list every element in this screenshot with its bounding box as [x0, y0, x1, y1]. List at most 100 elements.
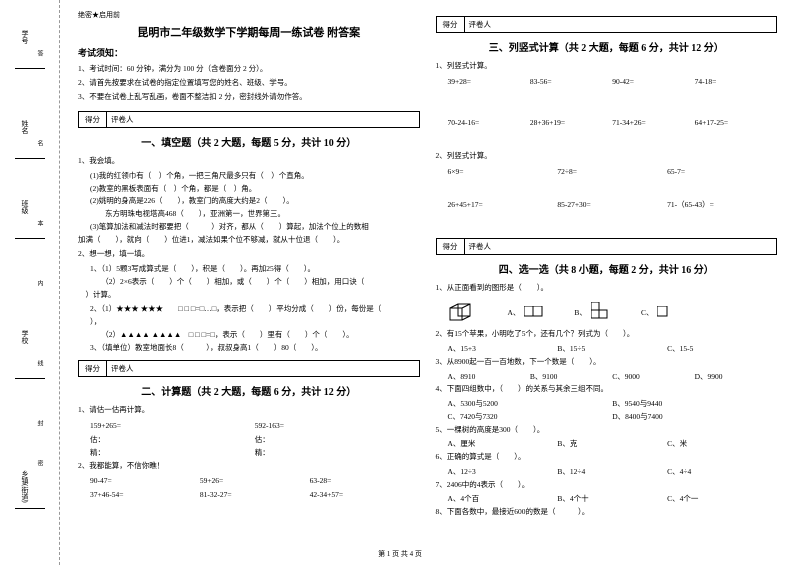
binding-label: 乡镇(街道): [20, 470, 30, 503]
choice: B、15÷5: [557, 343, 667, 356]
choice: B、克: [557, 438, 667, 451]
choice-row: A、15+3 B、15÷5 C、15-5: [436, 343, 778, 356]
question-sub: 东方明珠电视塔高468（ ），亚洲第一，世界第三。: [78, 208, 420, 221]
content-area: 绝密★启用前 昆明市二年级数学下学期每周一练试卷 附答案 考试须知： 1、考试时…: [60, 0, 800, 565]
question: 2、我都能算，不信你瞧！: [78, 460, 420, 473]
score-cell: 得分: [79, 361, 107, 376]
score-cell: 评卷人: [107, 361, 138, 376]
choice: C、米: [667, 438, 777, 451]
calc-item: 39+28=: [448, 75, 530, 89]
question: 5、一棵树的高度是300（ ）。: [436, 424, 778, 437]
choice-label: A、: [508, 307, 521, 318]
calc-item: 65-7=: [667, 165, 777, 179]
score-box: 得分 评卷人: [78, 360, 420, 377]
question: 1、从正面看到的图形是（ ）。: [436, 282, 778, 295]
binding-text: 密: [35, 460, 44, 466]
calc-item: 6×9=: [448, 165, 558, 179]
choice: A、15+3: [448, 343, 558, 356]
question: 2、列竖式计算。: [436, 150, 778, 163]
calc-row: 估： 估：: [78, 433, 420, 447]
exam-title: 昆明市二年级数学下学期每周一练试卷 附答案: [78, 24, 420, 40]
question: 4、下面四组数中，（ ）的关系与其余三组不同。: [436, 383, 778, 396]
score-cell: 评卷人: [107, 112, 138, 127]
calc-row: 90-47= 59+26= 63-28=: [78, 474, 420, 488]
score-box: 得分 评卷人: [436, 238, 778, 255]
calc-row: 70-24-16= 28+36+19= 71-34+26= 64+17-25=: [436, 116, 778, 130]
calc-item: 90-42=: [612, 75, 694, 89]
calc-item: 70-24-16=: [448, 116, 530, 130]
choice-row: A、8910 B、9100 C、9000 D、9900: [436, 371, 778, 384]
choice-row: C、7420与7320 D、8400与7400: [436, 411, 778, 424]
binding-line: [15, 60, 45, 69]
choice: A、厘米: [448, 438, 558, 451]
calc-item: 74-18=: [695, 75, 777, 89]
score-cell: 评卷人: [465, 17, 496, 32]
spacer: [436, 130, 778, 150]
calc-item: 63-28=: [310, 474, 420, 488]
choice-row: A、厘米 B、克 C、米: [436, 438, 778, 451]
question-sub: (2)姚明的身高是226（ ），教室门的高度大约是2（ ）。: [78, 195, 420, 208]
calc-item: 精：: [255, 446, 420, 460]
question-sub: 1、（1）5颗3写成算式是（ ），积是（ ）。再加25得（ ）。: [78, 263, 420, 276]
shapes-row: A、 B、 C、: [436, 300, 778, 324]
question-sub: 加满（ ），就向（ ）位进1，减法如果个位不够减，就从十位退（ ）。: [78, 234, 420, 247]
choice: C、7420与7320: [448, 411, 613, 424]
calc-row: 6×9= 72÷8= 65-7=: [436, 165, 778, 179]
binding-margin: 学号 答 姓名 名 班级 本 内 学校 线 封 乡镇(街道) 密: [0, 0, 60, 565]
l-shape-icon: [591, 302, 611, 322]
binding-text: 内: [35, 280, 44, 286]
score-cell: 得分: [79, 112, 107, 127]
notice-item: 3、不要在试卷上乱写乱画，卷面不整洁扣 2 分，密封线外请勿作答。: [78, 91, 420, 103]
binding-text: 线: [35, 360, 44, 366]
choice: A、4个百: [448, 493, 558, 506]
section-title: 一、填空题（共 2 大题，每题 5 分，共计 10 分）: [78, 134, 420, 149]
question: 1、请估一估再计算。: [78, 404, 420, 417]
notice-title: 考试须知：: [78, 46, 420, 59]
binding-line: [15, 370, 45, 379]
choice: C、15-5: [667, 343, 777, 356]
question: 1、列竖式计算。: [436, 60, 778, 73]
choice-label: C、: [641, 307, 654, 318]
binding-text: 名: [35, 140, 44, 146]
calc-item: 159+265=: [90, 419, 255, 433]
calc-item: 26+45+17=: [448, 198, 558, 212]
question-sub: (1)我的红领巾有（ ）个角，一把三角尺最多只有（ ）个直角。: [78, 170, 420, 183]
left-column: 绝密★启用前 昆明市二年级数学下学期每周一练试卷 附答案 考试须知： 1、考试时…: [70, 10, 428, 545]
choice-label: B、: [574, 307, 587, 318]
choice-c: C、: [641, 306, 670, 318]
binding-line: [15, 230, 45, 239]
choice-row: A、12÷3 B、12÷4 C、4÷4: [436, 466, 778, 479]
score-box: 得分 评卷人: [78, 111, 420, 128]
score-cell: 得分: [437, 17, 465, 32]
binding-label: 学校: [20, 330, 30, 344]
calc-item: 42-34+57=: [310, 488, 420, 502]
square-shape-icon: [657, 306, 669, 318]
rect-shape-icon: [524, 306, 544, 318]
choice: B、9540与9440: [612, 398, 777, 411]
choice: D、8400与7400: [612, 411, 777, 424]
question-sub: 2、（1）★★★ ★★★ □ □ □=□…□，表示把（ ）平均分成（ ）份，每份…: [78, 303, 420, 316]
calc-row: 37+46-54= 81-32-27= 42-34+57=: [78, 488, 420, 502]
choice-a: A、: [508, 306, 545, 318]
section-title: 四、选一选（共 8 小题，每题 2 分，共计 16 分）: [436, 261, 778, 276]
spacer: [436, 212, 778, 232]
score-box: 得分 评卷人: [436, 16, 778, 33]
binding-text: 封: [35, 420, 44, 426]
page-footer: 第 1 页 共 4 页: [0, 549, 800, 559]
secret-tag: 绝密★启用前: [78, 10, 420, 20]
choice: C、4÷4: [667, 466, 777, 479]
calc-item: 64+17-25=: [695, 116, 777, 130]
calc-item: 71-（65-43）=: [667, 198, 777, 212]
calc-item: 估：: [255, 433, 420, 447]
choice: B、9100: [530, 371, 612, 384]
binding-label: 学号: [20, 30, 30, 44]
calc-item: 28+36+19=: [530, 116, 612, 130]
right-column: 得分 评卷人 三、列竖式计算（共 2 大题，每题 6 分，共计 12 分） 1、…: [428, 10, 786, 545]
calc-row: 精： 精：: [78, 446, 420, 460]
calc-item: 81-32-27=: [200, 488, 310, 502]
page-container: 学号 答 姓名 名 班级 本 内 学校 线 封 乡镇(街道) 密 绝密★启用前 …: [0, 0, 800, 565]
choice-row: A、5300与5200 B、9540与9440: [436, 398, 778, 411]
question-sub: (2)教室的黑板表面有（ ）个角，都是（ ）角。: [78, 183, 420, 196]
binding-line: [15, 150, 45, 159]
calc-item: 90-47=: [90, 474, 200, 488]
